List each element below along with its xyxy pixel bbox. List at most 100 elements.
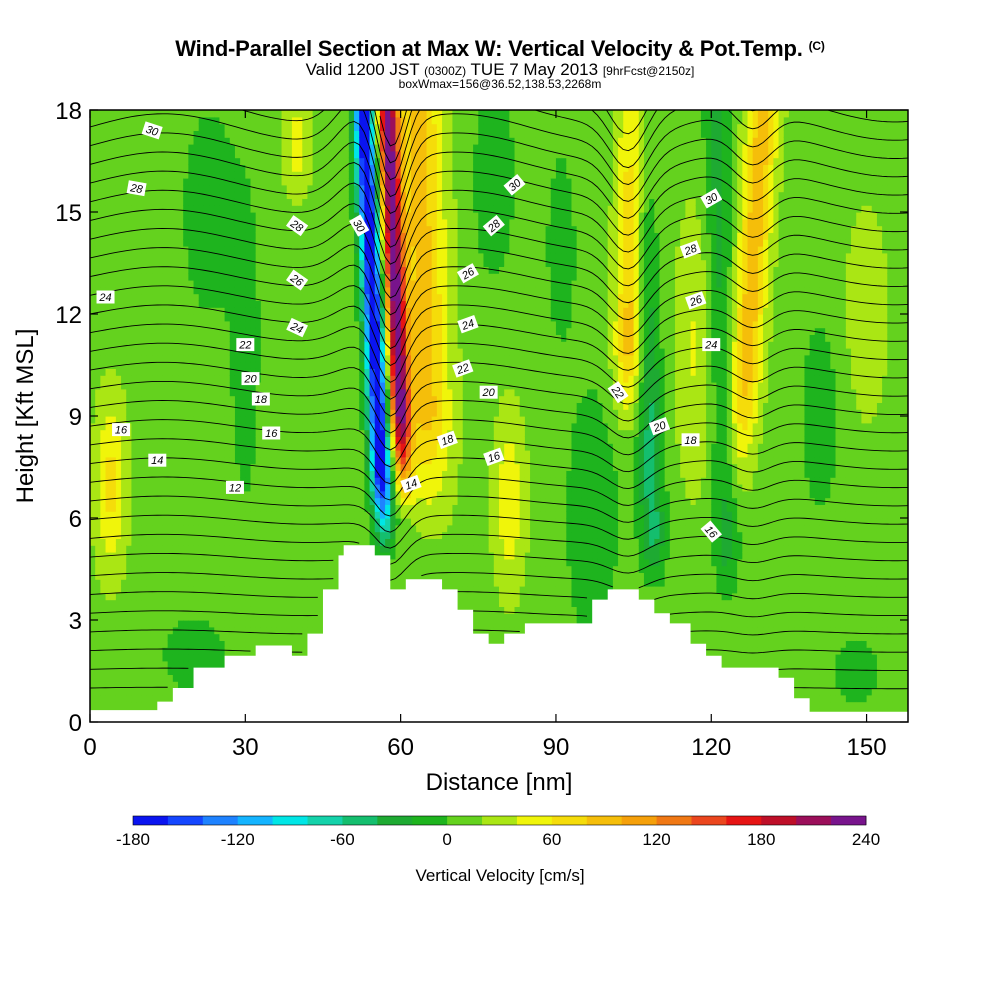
- field-cell: [105, 606, 112, 614]
- field-cell: [141, 531, 148, 539]
- field-cell: [172, 558, 179, 567]
- field-cell: [317, 450, 324, 458]
- field-cell: [198, 110, 205, 118]
- field-cell: [115, 150, 122, 159]
- field-cell: [266, 164, 272, 172]
- field-cell: [110, 558, 117, 567]
- field-cell: [250, 225, 257, 233]
- field-cell: [348, 429, 355, 437]
- field-cell: [348, 524, 355, 533]
- field-cell: [307, 205, 314, 213]
- field-cell: [167, 402, 174, 410]
- field-cell: [121, 681, 127, 689]
- field-cell: [260, 191, 267, 199]
- field-cell: [240, 225, 246, 233]
- field-cell: [224, 225, 231, 233]
- field-cell: [131, 552, 138, 560]
- field-cell: [297, 382, 303, 390]
- field-cell: [348, 191, 355, 199]
- field-cell: [291, 157, 298, 165]
- field-cell: [229, 266, 236, 274]
- field-cell: [255, 280, 262, 288]
- field-cell: [281, 497, 288, 505]
- field-cell: [240, 429, 246, 437]
- field-cell: [146, 654, 153, 662]
- field-cell: [297, 511, 303, 519]
- field-cell: [229, 422, 236, 431]
- field-cell: [162, 545, 169, 553]
- field-cell: [178, 178, 184, 186]
- field-cell: [286, 545, 293, 553]
- field-cell: [193, 198, 200, 206]
- field-cell: [95, 701, 101, 709]
- field-cell: [110, 395, 117, 403]
- field-cell: [167, 456, 174, 465]
- field-cell: [172, 640, 179, 648]
- field-cell: [271, 252, 277, 261]
- field-cell: [214, 116, 221, 125]
- field-cell: [369, 484, 376, 492]
- field-cell: [167, 586, 174, 594]
- field-cell: [317, 157, 324, 165]
- field-cell: [245, 225, 252, 233]
- field-cell: [90, 552, 96, 560]
- field-cell: [286, 586, 293, 594]
- field-cell: [354, 504, 360, 512]
- field-cell: [266, 436, 272, 444]
- field-cell: [203, 286, 210, 295]
- field-cell: [240, 307, 246, 315]
- field-cell: [115, 660, 122, 669]
- field-cell: [338, 218, 345, 227]
- field-cell: [214, 633, 221, 641]
- field-cell: [343, 402, 350, 410]
- field-cell: [105, 116, 112, 125]
- field-cell: [328, 225, 334, 233]
- field-cell: [95, 565, 101, 573]
- field-cell: [229, 606, 236, 614]
- field-cell: [95, 409, 101, 417]
- field-cell: [271, 443, 277, 451]
- field-cell: [136, 225, 143, 233]
- field-cell: [95, 266, 101, 274]
- field-cell: [250, 504, 257, 512]
- field-cell: [312, 395, 319, 403]
- field-cell: [136, 218, 143, 227]
- field-cell: [286, 361, 293, 369]
- field-cell: [338, 518, 345, 526]
- field-cell: [141, 545, 148, 553]
- field-cell: [141, 456, 148, 465]
- field-cell: [90, 259, 96, 267]
- field-cell: [291, 518, 298, 526]
- field-cell: [167, 273, 174, 281]
- field-cell: [141, 286, 148, 295]
- field-cell: [198, 620, 205, 628]
- field-cell: [364, 286, 371, 295]
- field-cell: [328, 307, 334, 315]
- field-cell: [234, 259, 241, 267]
- field-cell: [322, 470, 329, 478]
- field-cell: [250, 565, 257, 573]
- field-cell: [152, 293, 158, 301]
- field-cell: [307, 388, 314, 397]
- field-cell: [266, 606, 272, 614]
- field-cell: [214, 565, 221, 573]
- field-cell: [266, 218, 272, 227]
- field-cell: [291, 361, 298, 369]
- field-cell: [209, 654, 215, 662]
- field-cell: [333, 137, 340, 145]
- field-cell: [152, 252, 158, 261]
- field-cell: [250, 191, 257, 199]
- field-cell: [338, 368, 345, 376]
- field-cell: [240, 592, 246, 601]
- field-cell: [121, 286, 127, 295]
- field-cell: [178, 123, 184, 131]
- field-cell: [328, 218, 334, 227]
- field-cell: [245, 545, 252, 553]
- field-cell: [286, 456, 293, 465]
- field-cell: [141, 259, 148, 267]
- field-cell: [209, 538, 215, 546]
- field-cell: [95, 246, 101, 254]
- field-cell: [240, 232, 246, 240]
- field-cell: [115, 388, 122, 397]
- field-cell: [234, 545, 241, 553]
